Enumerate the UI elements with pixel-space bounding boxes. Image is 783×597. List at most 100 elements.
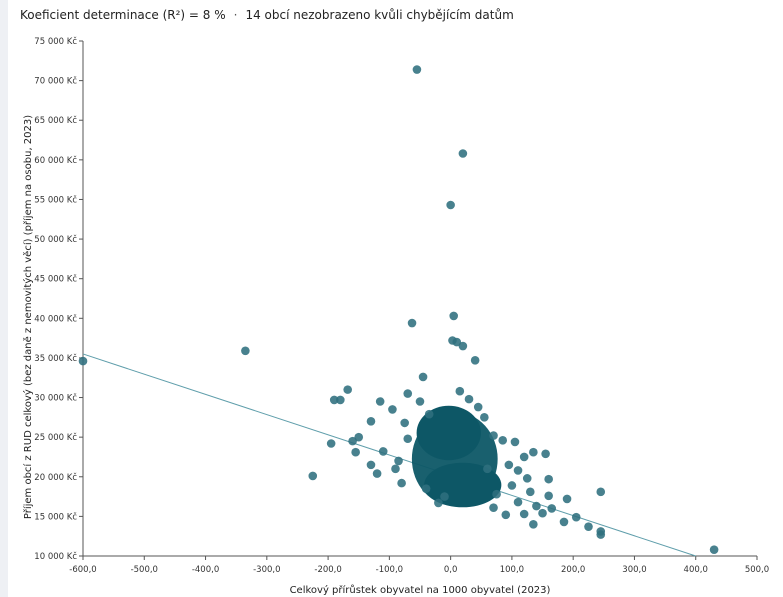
x-tick-label: -200,0 bbox=[314, 565, 341, 575]
y-tick-label: 20 000 Kč bbox=[34, 472, 77, 483]
data-point bbox=[378, 447, 388, 456]
y-tick-label: 15 000 Kč bbox=[34, 511, 77, 522]
data-point bbox=[458, 341, 468, 351]
x-tick-label: 100,0 bbox=[500, 565, 524, 575]
trendline bbox=[82, 353, 696, 557]
data-point bbox=[538, 508, 547, 518]
data-point bbox=[507, 481, 517, 490]
data-point bbox=[544, 491, 553, 501]
data-point bbox=[455, 386, 465, 396]
data-point bbox=[421, 484, 431, 493]
data-point bbox=[464, 394, 474, 404]
dense-cluster-upper bbox=[416, 405, 481, 461]
x-axis-title: Celkový přírůstek obyvatel na 1000 obyva… bbox=[290, 584, 551, 596]
data-point bbox=[241, 346, 250, 356]
data-point bbox=[388, 405, 397, 414]
data-point bbox=[391, 464, 400, 474]
data-point bbox=[559, 517, 569, 527]
data-point bbox=[308, 471, 318, 481]
data-point bbox=[498, 436, 508, 445]
data-point bbox=[440, 492, 449, 501]
y-tick-label: 25 000 Kč bbox=[34, 432, 77, 443]
missing-data-note: 14 obcí nezobrazeno kvůli chybějícím dat… bbox=[245, 8, 514, 22]
data-point bbox=[513, 466, 523, 475]
data-point bbox=[489, 503, 498, 512]
data-point bbox=[525, 487, 535, 497]
data-point bbox=[366, 417, 376, 426]
header-separator: · bbox=[233, 8, 238, 22]
data-point bbox=[571, 512, 581, 522]
data-point bbox=[449, 311, 459, 321]
x-tick-label: -500,0 bbox=[131, 565, 158, 575]
data-point bbox=[418, 372, 428, 382]
data-point bbox=[400, 418, 409, 428]
y-tick-label: 55 000 Kč bbox=[34, 194, 77, 205]
data-point bbox=[394, 456, 403, 466]
data-point bbox=[483, 464, 492, 474]
r2-text: Koeficient determinace (R²) = 8 % bbox=[20, 8, 226, 22]
data-point bbox=[415, 397, 425, 406]
data-point bbox=[326, 439, 336, 448]
data-point bbox=[596, 530, 606, 539]
x-tick-label: -400,0 bbox=[192, 565, 219, 575]
data-point bbox=[470, 356, 480, 365]
trendline-layer bbox=[82, 353, 696, 557]
y-tick-label: 40 000 Kč bbox=[34, 313, 77, 324]
x-tick-label: -100,0 bbox=[376, 565, 403, 575]
data-point bbox=[403, 434, 413, 444]
x-tick-label: 500,0 bbox=[745, 565, 769, 575]
data-point bbox=[434, 498, 443, 508]
data-point bbox=[458, 149, 468, 158]
data-point bbox=[354, 432, 364, 442]
data-point bbox=[519, 452, 529, 462]
x-tick-label: -300,0 bbox=[253, 565, 280, 575]
data-point bbox=[584, 522, 593, 531]
y-tick-label: 65 000 Kč bbox=[34, 115, 77, 126]
data-point bbox=[348, 436, 357, 446]
data-point bbox=[412, 65, 422, 74]
data-point bbox=[366, 460, 376, 470]
y-tick-label: 45 000 Kč bbox=[34, 274, 77, 285]
data-point bbox=[397, 478, 406, 488]
data-point bbox=[541, 449, 550, 459]
points-layer bbox=[78, 65, 719, 554]
data-point bbox=[501, 510, 511, 520]
x-tick-label: -600,0 bbox=[69, 565, 96, 575]
data-point bbox=[547, 504, 557, 513]
data-point bbox=[473, 402, 483, 412]
data-point bbox=[329, 395, 339, 405]
data-point bbox=[351, 447, 360, 457]
data-point bbox=[709, 545, 719, 554]
data-point bbox=[522, 474, 532, 483]
data-point bbox=[336, 395, 345, 405]
data-point bbox=[343, 385, 352, 394]
data-point bbox=[407, 318, 417, 328]
data-point bbox=[452, 337, 462, 347]
data-point bbox=[78, 356, 88, 366]
data-point bbox=[596, 487, 606, 497]
data-point bbox=[424, 409, 434, 419]
axes-layer: 10 000 Kč 15 000 Kč 20 000 Kč 25 000 Kč 30 0… bbox=[34, 36, 769, 575]
data-point bbox=[372, 469, 382, 478]
data-point bbox=[562, 494, 572, 504]
y-tick-label: 70 000 Kč bbox=[34, 76, 77, 87]
data-point bbox=[492, 489, 501, 499]
data-point bbox=[480, 413, 489, 422]
y-tick-label: 35 000 Kč bbox=[34, 353, 77, 364]
data-point bbox=[504, 460, 514, 470]
data-point bbox=[519, 509, 529, 519]
window-edge-strip bbox=[0, 0, 8, 597]
y-tick-label: 10 000 Kč bbox=[34, 551, 77, 562]
y-axis-title: Příjem obcí z RUD celkový (bez daně z ne… bbox=[22, 115, 34, 519]
data-point bbox=[403, 389, 413, 398]
data-point bbox=[489, 431, 498, 440]
data-point bbox=[544, 474, 553, 484]
x-tick-label: 300,0 bbox=[622, 565, 646, 575]
y-tick-label: 60 000 Kč bbox=[34, 155, 77, 166]
data-point bbox=[375, 397, 385, 406]
data-point bbox=[529, 520, 538, 529]
data-point bbox=[446, 200, 455, 210]
x-tick-label: 0,0 bbox=[444, 565, 458, 575]
y-tick-label: 75 000 Kč bbox=[34, 36, 77, 47]
